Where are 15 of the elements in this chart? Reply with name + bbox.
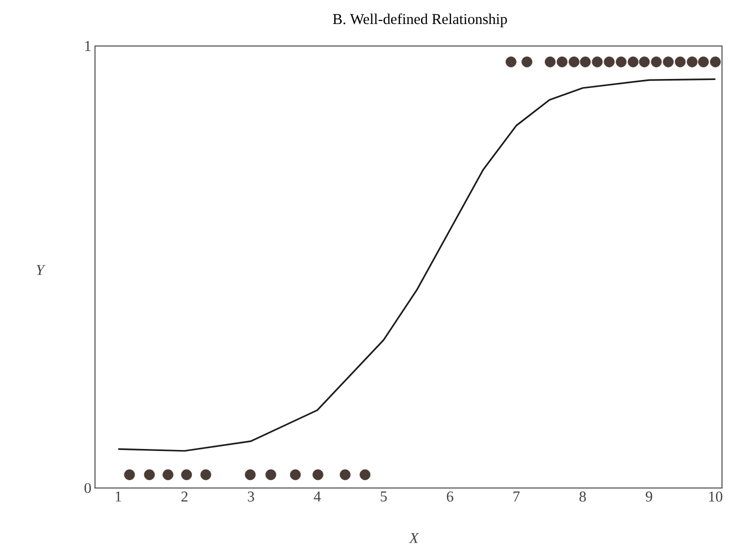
y-axis-title: Y [36, 265, 46, 275]
x-tick-label: 10 [709, 492, 722, 502]
x-axis-title: X [408, 533, 420, 543]
chart-title: B. Well-defined Relationship [332, 13, 507, 28]
x-tick-label: 1 [116, 492, 122, 502]
x-tick-label: 7 [514, 492, 520, 502]
x-tick-label: 4 [314, 492, 321, 502]
x-tick-label: 9 [646, 492, 652, 502]
x-tick-label: 8 [579, 492, 586, 502]
x-tick-label: 5 [380, 492, 387, 502]
y-tick-label: 0 [84, 482, 91, 494]
x-tick-label: 2 [181, 492, 188, 502]
x-tick-label: 3 [248, 492, 254, 502]
line-series [117, 78, 716, 452]
x-tick-label: 6 [446, 492, 454, 502]
